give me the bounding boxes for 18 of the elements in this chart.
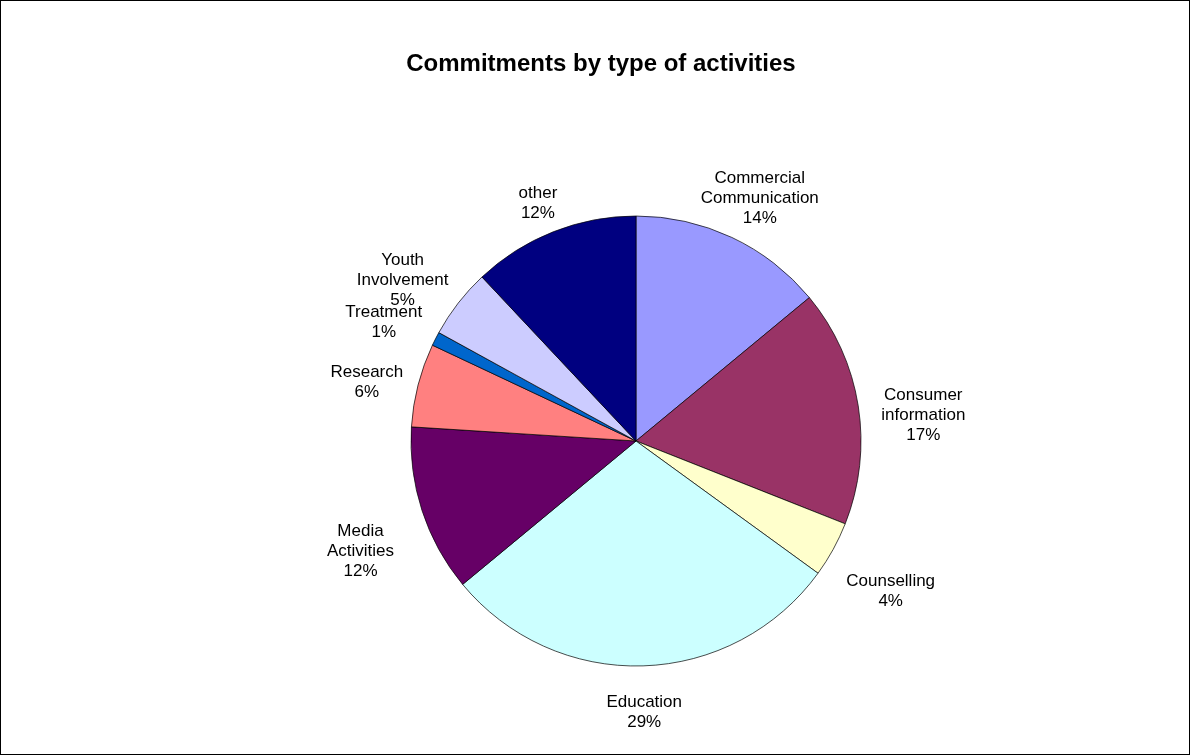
slice-label: other — [518, 183, 558, 203]
slice-label: Education — [606, 692, 683, 712]
data-label: 14% — [742, 207, 777, 227]
slice-label: Counselling — [846, 571, 936, 590]
slice-label: Research — [330, 361, 404, 381]
data-label: 6% — [354, 381, 380, 401]
slice-label: Consumer information — [881, 385, 966, 425]
slice-label: Youth Involvement — [356, 249, 449, 289]
data-label: 4% — [878, 591, 903, 610]
slice-label: Commercial Communication — [700, 167, 819, 207]
data-label: 17% — [906, 425, 941, 445]
data-label: 12% — [520, 203, 555, 223]
data-label: 29% — [627, 712, 662, 732]
data-label: 12% — [343, 560, 378, 580]
slice-label: Media Activities — [326, 520, 395, 560]
data-label: 5% — [390, 289, 415, 309]
chart-title: Commitments by type of activities — [406, 49, 796, 76]
data-label: 1% — [371, 322, 396, 342]
